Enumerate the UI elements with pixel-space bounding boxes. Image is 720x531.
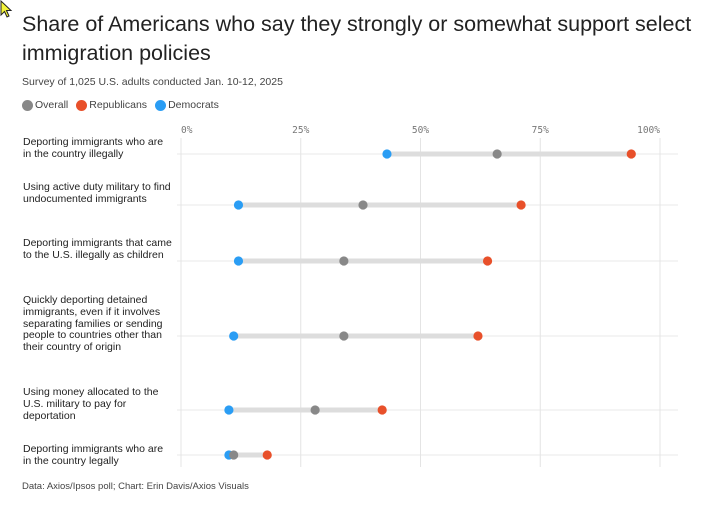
dot-republicans: [626, 149, 636, 159]
dot-overall: [339, 331, 349, 341]
chart-source-note: Data: Axios/Ipsos poll; Chart: Erin Davi…: [22, 481, 249, 492]
dot-overall: [229, 450, 239, 460]
legend-dot-democrats: [155, 99, 167, 111]
chart-title: Share of Americans who say they strongly…: [22, 12, 692, 65]
x-tick-label: 75%: [532, 125, 549, 136]
dot-overall: [339, 256, 349, 266]
legend-label-republicans: Republicans: [89, 99, 148, 111]
legend-dot-overall: [22, 99, 33, 111]
dot-democrats: [233, 200, 244, 210]
dot-republicans: [377, 405, 387, 415]
dot-democrats: [224, 405, 234, 415]
category-label: Using money allocated to the U.S. milita…: [23, 386, 159, 422]
dot-democrats: [382, 149, 392, 159]
x-tick-label: 25%: [292, 125, 309, 136]
dot-republicans: [473, 331, 483, 341]
dot-overall: [358, 200, 368, 210]
legend-dot-republicans: [76, 99, 88, 111]
dot-overall: [310, 405, 320, 415]
x-tick-label: 0%: [181, 125, 193, 136]
legend-label-democrats: Democrats: [168, 99, 219, 111]
category-label: Quickly deporting detained immigrants, e…: [23, 294, 163, 354]
category-label: Deporting immigrants that came to the U.…: [23, 237, 172, 261]
dot-republicans: [516, 200, 526, 210]
dot-republicans: [482, 256, 493, 266]
dot-republicans: [262, 450, 272, 460]
category-label: Deporting immigrants who are in the coun…: [23, 443, 164, 467]
legend: Overall Republicans Democrats: [22, 99, 227, 111]
legend-label-overall: Overall: [35, 99, 69, 111]
legend-item-republicans: Republicans: [76, 99, 147, 111]
chart-subtitle: Survey of 1,025 U.S. adults conducted Ja…: [22, 76, 283, 88]
x-tick-label: 50%: [412, 125, 429, 136]
dot-overall: [492, 149, 502, 159]
dot-democrats: [233, 256, 244, 266]
category-label: Deporting immigrants who are in the coun…: [23, 136, 164, 160]
legend-item-democrats: Democrats: [155, 99, 219, 111]
legend-item-overall: Overall: [22, 99, 68, 111]
mouse-cursor-icon: [0, 0, 13, 18]
x-tick-label: 100%: [637, 125, 660, 136]
dot-democrats: [229, 331, 239, 341]
category-label: Using active duty military to find undoc…: [23, 181, 171, 205]
